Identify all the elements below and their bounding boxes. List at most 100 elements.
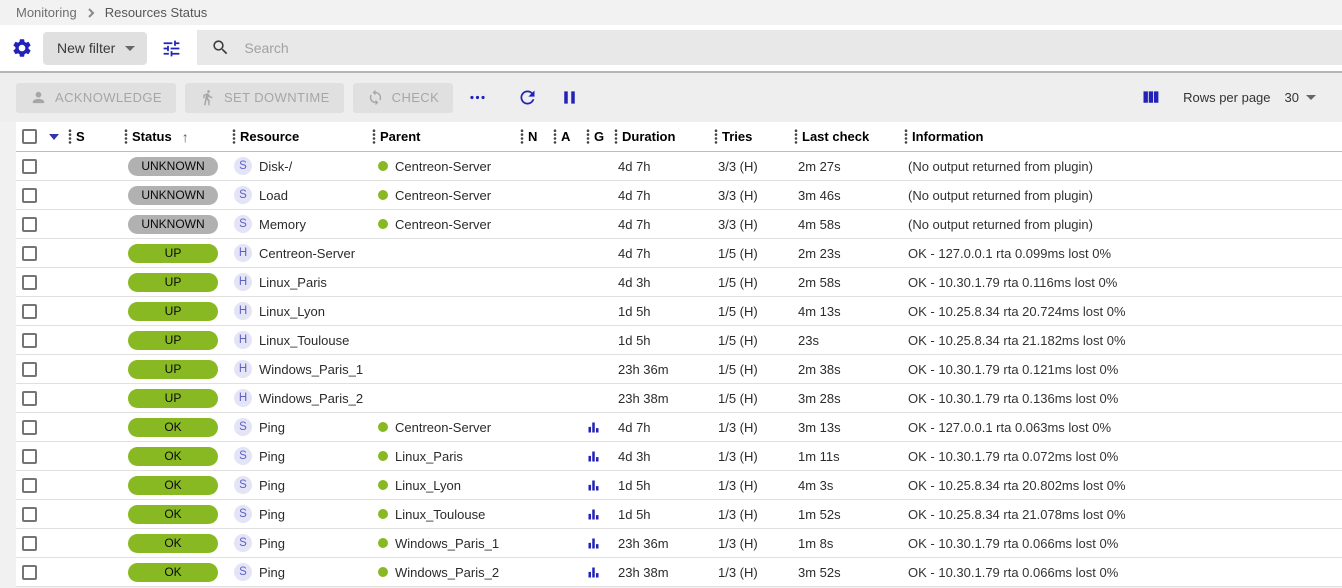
header-tries[interactable]: Tries (714, 129, 794, 144)
set-downtime-button[interactable]: SET DOWNTIME (184, 82, 344, 113)
parent-name[interactable]: Linux_Paris (395, 448, 463, 464)
breadcrumb-resources-status[interactable]: Resources Status (104, 5, 208, 20)
table-row[interactable]: OK S Ping Linux_Toulouse 1d 5h 1/3 (H) 1m… (16, 500, 1342, 529)
parent-name[interactable]: Windows_Paris_2 (395, 564, 500, 580)
table-row[interactable]: OK S Ping Windows_Paris_1 23h 36m 1/3 (H)… (16, 529, 1342, 558)
table-row[interactable]: UP H Linux_Paris 4d 3h 1/5 (H) 2m 58s OK … (16, 268, 1342, 297)
graph-icon[interactable] (586, 507, 601, 522)
table-row[interactable]: UNKNOWN S Memory Centreon-Server 4d 7h 3/… (16, 210, 1342, 239)
new-filter-dropdown[interactable]: New filter (43, 31, 148, 65)
resource-name[interactable]: Linux_Paris (259, 274, 327, 290)
graph-icon[interactable] (586, 420, 601, 435)
resource-name[interactable]: Centreon-Server (259, 245, 356, 261)
row-checkbox[interactable] (22, 535, 37, 551)
drag-dots-icon[interactable] (124, 129, 128, 144)
sort-ascending-icon[interactable]: ↑ (181, 128, 189, 145)
parent-name[interactable]: Linux_Lyon (395, 477, 462, 493)
table-row[interactable]: UP H Linux_Toulouse 1d 5h 1/5 (H) 23s OK … (16, 326, 1342, 355)
parent-name[interactable]: Centreon-Server (395, 419, 492, 435)
row-checkbox[interactable] (22, 448, 37, 464)
resource-name[interactable]: Ping (259, 564, 286, 580)
row-checkbox[interactable] (22, 303, 37, 319)
resource-name[interactable]: Windows_Paris_2 (259, 390, 364, 406)
table-row[interactable]: UNKNOWN S Disk-/ Centreon-Server 4d 7h 3/… (16, 152, 1342, 181)
filter-tune-button[interactable] (153, 30, 189, 66)
row-checkbox[interactable] (22, 245, 37, 261)
parent-name[interactable]: Centreon-Server (395, 158, 492, 174)
row-checkbox[interactable] (22, 332, 37, 348)
header-status[interactable]: Status ↑ (124, 129, 232, 145)
parent-name[interactable]: Centreon-Server (395, 216, 492, 232)
graph-icon[interactable] (586, 536, 601, 551)
resource-name[interactable]: Load (259, 187, 288, 203)
row-checkbox[interactable] (22, 477, 37, 493)
row-checkbox[interactable] (22, 274, 37, 290)
rows-per-page-select[interactable]: 30 (1285, 90, 1316, 105)
row-checkbox[interactable] (22, 419, 37, 435)
drag-dots-icon[interactable] (553, 129, 557, 144)
parent-name[interactable]: Linux_Toulouse (395, 506, 486, 522)
drag-dots-icon[interactable] (372, 129, 376, 144)
drag-dots-icon[interactable] (586, 129, 590, 144)
header-n[interactable]: N (520, 129, 553, 144)
graph-icon[interactable] (586, 449, 601, 464)
header-parent[interactable]: Parent (372, 129, 520, 144)
row-checkbox[interactable] (22, 216, 37, 232)
resource-name[interactable]: Ping (259, 419, 286, 435)
resource-name[interactable]: Ping (259, 477, 286, 493)
more-actions-button[interactable] (462, 83, 492, 113)
table-row[interactable]: OK S Ping Linux_Paris 4d 3h 1/3 (H) 1m 11… (16, 442, 1342, 471)
drag-dots-icon[interactable] (614, 129, 618, 144)
select-all-checkbox[interactable] (22, 129, 37, 144)
header-g[interactable]: G (586, 129, 614, 144)
table-row[interactable]: OK S Ping Linux_Lyon 1d 5h 1/3 (H) 4m 3s … (16, 471, 1342, 500)
row-checkbox[interactable] (22, 390, 37, 406)
resource-name[interactable]: Disk-/ (259, 158, 293, 174)
resource-name[interactable]: Linux_Lyon (259, 303, 326, 319)
resource-name[interactable]: Ping (259, 448, 286, 464)
filter-settings-button[interactable] (3, 29, 41, 67)
table-row[interactable]: UNKNOWN S Load Centreon-Server 4d 7h 3/3 … (16, 181, 1342, 210)
drag-dots-icon[interactable] (68, 129, 72, 144)
row-checkbox[interactable] (22, 506, 37, 522)
table-row[interactable]: UP H Windows_Paris_2 23h 38m 1/5 (H) 3m 2… (16, 384, 1342, 413)
last-check-value: 4m 58s (798, 216, 841, 232)
parent-name[interactable]: Centreon-Server (395, 187, 492, 203)
table-row[interactable]: UP H Centreon-Server 4d 7h 1/5 (H) 2m 23s… (16, 239, 1342, 268)
refresh-button[interactable] (512, 83, 542, 113)
row-checkbox[interactable] (22, 361, 37, 377)
search-input[interactable] (244, 39, 1342, 56)
graph-icon[interactable] (586, 478, 601, 493)
drag-dots-icon[interactable] (904, 129, 908, 144)
resource-name[interactable]: Ping (259, 535, 286, 551)
header-a[interactable]: A (553, 129, 586, 144)
header-s[interactable]: S (68, 129, 124, 144)
table-row[interactable]: OK S Ping Centreon-Server 4d 7h 1/3 (H) 3… (16, 413, 1342, 442)
row-checkbox[interactable] (22, 564, 37, 580)
resource-name[interactable]: Memory (259, 216, 306, 232)
resource-name[interactable]: Linux_Toulouse (259, 332, 350, 348)
acknowledge-button[interactable]: ACKNOWLEDGE (16, 82, 176, 113)
row-checkbox[interactable] (22, 158, 37, 174)
table-row[interactable]: UP H Linux_Lyon 1d 5h 1/5 (H) 4m 13s OK -… (16, 297, 1342, 326)
parent-name[interactable]: Windows_Paris_1 (395, 535, 500, 551)
select-menu-caret-icon[interactable] (49, 133, 59, 140)
drag-dots-icon[interactable] (232, 129, 236, 144)
header-information[interactable]: Information (904, 129, 1342, 144)
row-checkbox[interactable] (22, 187, 37, 203)
drag-dots-icon[interactable] (714, 129, 718, 144)
table-row[interactable]: UP H Windows_Paris_1 23h 36m 1/5 (H) 2m 3… (16, 355, 1342, 384)
header-duration[interactable]: Duration (614, 129, 714, 144)
drag-dots-icon[interactable] (520, 129, 524, 144)
header-resource[interactable]: Resource (232, 129, 372, 144)
drag-dots-icon[interactable] (794, 129, 798, 144)
header-last-check[interactable]: Last check (794, 129, 904, 144)
edit-columns-button[interactable] (1135, 83, 1165, 113)
graph-icon[interactable] (586, 565, 601, 580)
resource-name[interactable]: Ping (259, 506, 286, 522)
breadcrumb-monitoring[interactable]: Monitoring (16, 5, 77, 20)
table-row[interactable]: OK S Ping Windows_Paris_2 23h 38m 1/3 (H)… (16, 558, 1342, 587)
check-button[interactable]: CHECK (352, 82, 454, 113)
resource-name[interactable]: Windows_Paris_1 (259, 361, 364, 377)
pause-button[interactable] (554, 83, 584, 113)
